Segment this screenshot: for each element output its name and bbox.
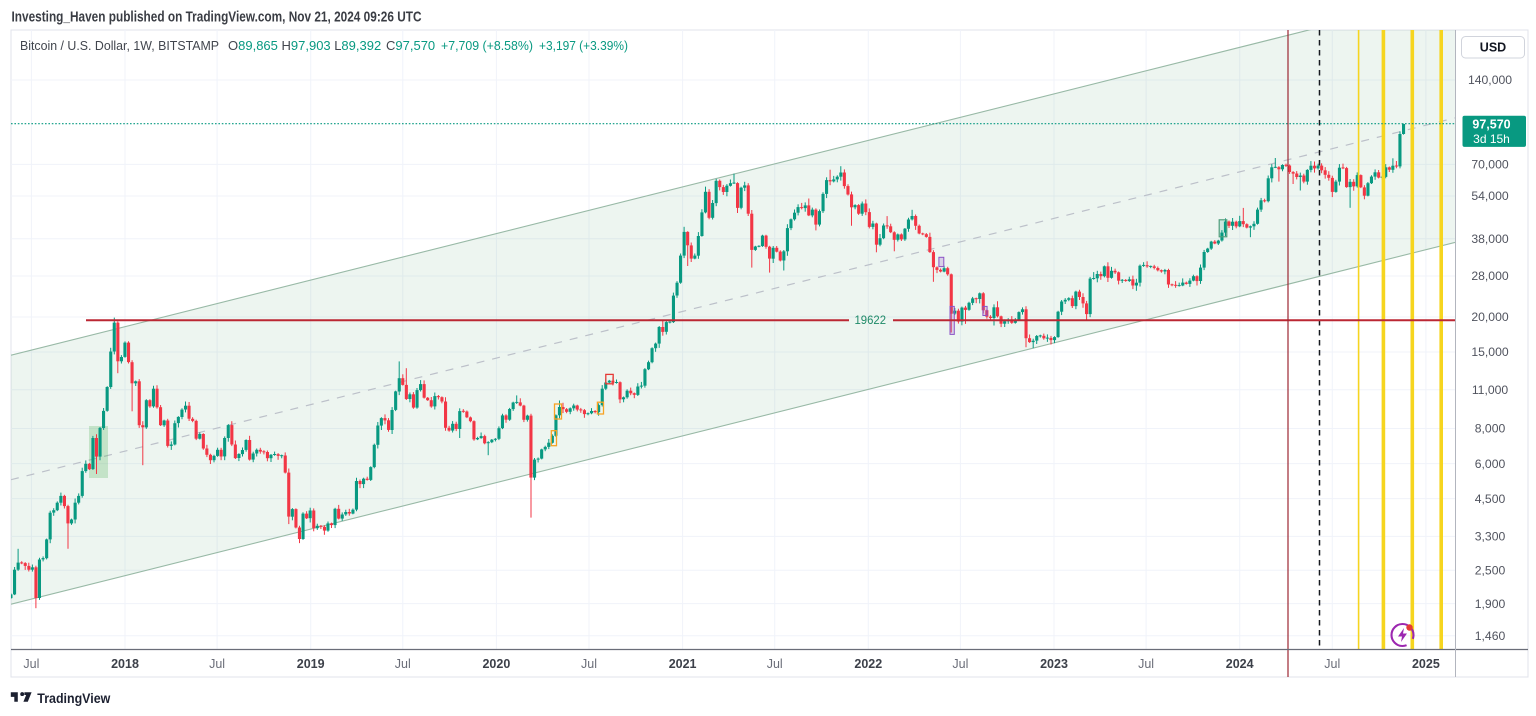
svg-text:1,460: 1,460: [1475, 629, 1506, 643]
svg-text:70,000: 70,000: [1471, 158, 1508, 172]
svg-text:2020: 2020: [482, 657, 510, 671]
svg-text:+3,197 (+3.39%): +3,197 (+3.39%): [539, 38, 628, 53]
svg-text:97,570: 97,570: [1472, 118, 1510, 132]
svg-text:1,900: 1,900: [1475, 597, 1506, 611]
svg-text:L89,392: L89,392: [334, 38, 381, 53]
svg-text:2023: 2023: [1040, 657, 1068, 671]
svg-text:H97,903: H97,903: [282, 38, 331, 53]
svg-text:Jul: Jul: [1324, 657, 1340, 671]
svg-text:19622: 19622: [855, 313, 887, 327]
svg-text:28,000: 28,000: [1471, 269, 1508, 283]
svg-text:2021: 2021: [669, 657, 697, 671]
svg-text:O89,865: O89,865: [228, 38, 278, 53]
svg-text:2019: 2019: [297, 657, 325, 671]
svg-text:Jul: Jul: [1138, 657, 1154, 671]
svg-text:2024: 2024: [1226, 657, 1254, 671]
svg-text:C97,570: C97,570: [386, 38, 435, 53]
svg-text:TradingView: TradingView: [37, 691, 110, 706]
svg-text:15,000: 15,000: [1471, 345, 1508, 359]
svg-text:2025: 2025: [1412, 657, 1440, 671]
svg-text:3d 15h: 3d 15h: [1473, 132, 1510, 146]
svg-text:Jul: Jul: [767, 657, 783, 671]
svg-text:3,300: 3,300: [1475, 530, 1506, 544]
svg-text:USD: USD: [1480, 41, 1506, 55]
svg-text:2,500: 2,500: [1475, 563, 1506, 577]
svg-text:Jul: Jul: [395, 657, 411, 671]
svg-text:2022: 2022: [854, 657, 882, 671]
svg-text:8,000: 8,000: [1475, 422, 1506, 436]
svg-text:20,000: 20,000: [1471, 310, 1508, 324]
svg-text:38,000: 38,000: [1471, 232, 1508, 246]
svg-text:Jul: Jul: [209, 657, 225, 671]
svg-text:11,000: 11,000: [1472, 383, 1509, 397]
svg-text:Jul: Jul: [952, 657, 968, 671]
svg-text:4,500: 4,500: [1475, 492, 1506, 506]
svg-text:Investing_Haven published on T: Investing_Haven published on TradingView…: [12, 9, 422, 26]
svg-text:140,000: 140,000: [1468, 73, 1512, 87]
svg-text:Jul: Jul: [23, 657, 39, 671]
svg-text:Bitcoin / U.S. Dollar, 1W, BIT: Bitcoin / U.S. Dollar, 1W, BITSTAMP: [20, 38, 219, 53]
svg-text:Jul: Jul: [581, 657, 597, 671]
svg-text:2018: 2018: [111, 657, 139, 671]
svg-text:54,000: 54,000: [1471, 189, 1508, 203]
svg-text:+7,709 (+8.58%): +7,709 (+8.58%): [441, 38, 533, 53]
svg-text:6,000: 6,000: [1475, 457, 1506, 471]
